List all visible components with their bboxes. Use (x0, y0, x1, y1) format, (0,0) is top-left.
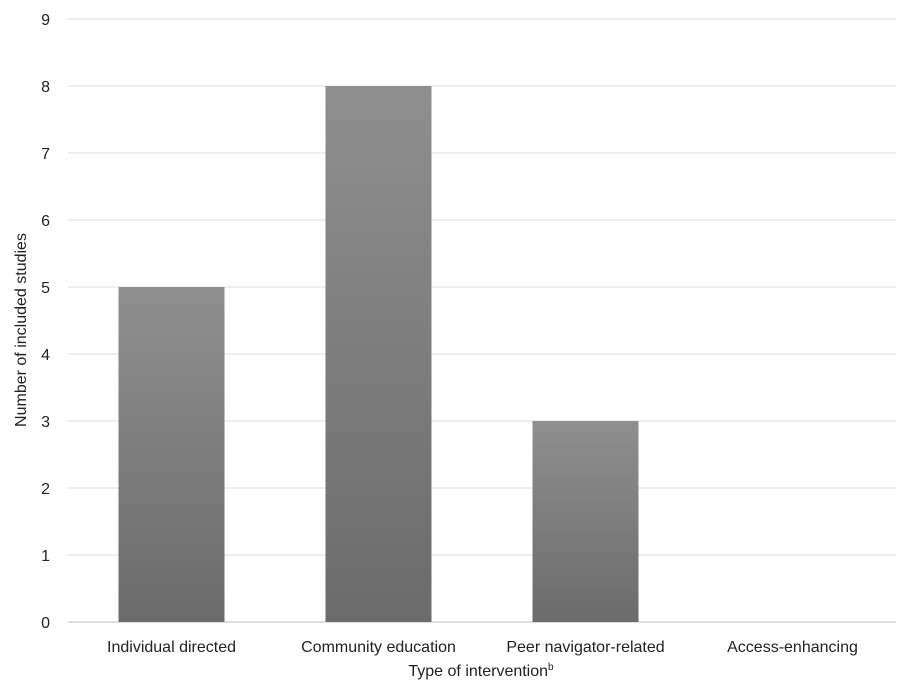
y-tick-label-5: 5 (41, 280, 50, 297)
x-tick-label-access-enhancing: Access-enhancing (727, 639, 858, 656)
bar-peer-navigator-related (532, 421, 639, 622)
x-tick-label-community-education: Community education (301, 639, 456, 656)
x-tick-label-individual-directed: Individual directed (107, 639, 236, 656)
x-axis-title-superscript: b (548, 662, 554, 673)
y-axis-ticks: 0 1 2 3 4 5 6 7 8 9 (41, 12, 50, 632)
y-axis-title: Number of included studies (13, 233, 30, 427)
y-tick-label-0: 0 (41, 615, 50, 632)
x-axis-title-text: Type of intervention (408, 663, 548, 680)
y-tick-label-4: 4 (41, 347, 50, 364)
y-tick-label-6: 6 (41, 213, 50, 230)
x-axis-ticks: Individual directed Community education Pe… (107, 639, 858, 656)
bar-individual-directed (118, 287, 225, 622)
y-tick-label-9: 9 (41, 12, 50, 29)
y-tick-label-3: 3 (41, 414, 50, 431)
x-tick-label-peer-navigator-related: Peer navigator-related (506, 639, 664, 656)
y-tick-label-1: 1 (41, 548, 50, 565)
y-tick-label-8: 8 (41, 79, 50, 96)
bar-community-education (325, 86, 432, 622)
x-axis-title: Type of interventionb (408, 662, 554, 680)
bars (118, 86, 639, 622)
y-tick-label-2: 2 (41, 481, 50, 498)
y-tick-label-7: 7 (41, 146, 50, 163)
